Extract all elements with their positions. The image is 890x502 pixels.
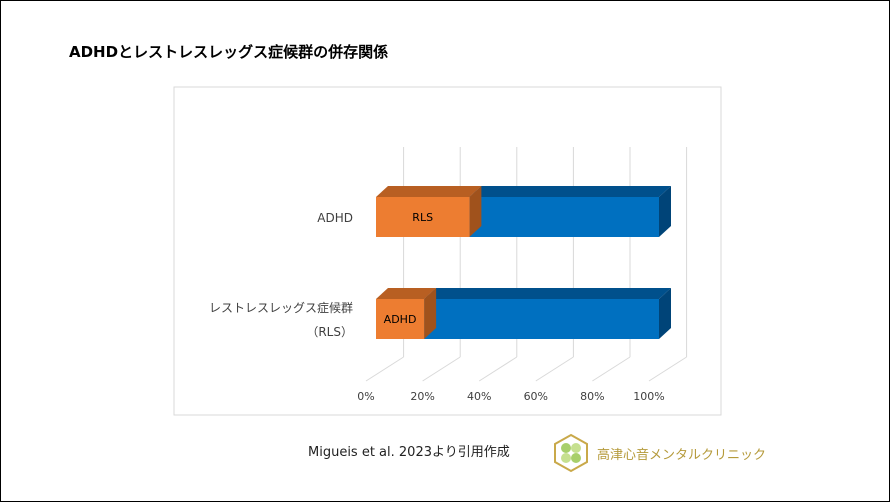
source-citation: Migueis et al. 2023より引用作成 (308, 445, 510, 460)
bar-segment-other-side (659, 288, 671, 339)
x-tick-label: 100% (633, 390, 664, 403)
category-label: ADHD (317, 211, 353, 225)
gridline-floor (535, 356, 574, 382)
clinic-name: 高津心音メンタルクリニック (597, 448, 767, 463)
bar-segment-comorbid-side (424, 288, 437, 339)
clinic-logo-icon (554, 433, 588, 473)
bar-segment-comorbid (376, 197, 470, 237)
bar-segment-other-top (424, 288, 671, 299)
x-tick-label: 40% (467, 390, 491, 403)
bar-segment-other-side (659, 186, 671, 237)
gridline-floor (648, 356, 687, 382)
bar-segment-comorbid-top (376, 288, 437, 299)
category-label: （RLS） (306, 325, 353, 339)
bar-segment-other (469, 197, 659, 237)
gridline-floor (422, 356, 461, 382)
bar-segment-other-top (469, 186, 671, 197)
bar-segment-other (424, 299, 659, 339)
gridline-floor (592, 356, 631, 382)
data-label: RLS (412, 211, 433, 224)
x-tick-label: 20% (410, 390, 434, 403)
bar-segment-comorbid-top (376, 186, 482, 197)
x-tick-label: 0% (357, 390, 374, 403)
gridline-floor (478, 356, 518, 382)
x-tick-label: 80% (580, 390, 604, 403)
bar-segment-comorbid-side (469, 186, 482, 237)
chart-frame (173, 86, 722, 416)
category-label: レストレスレッグス症候群 (209, 300, 353, 315)
gridline-floor (365, 356, 404, 382)
slide-title: ADHDとレストレスレッグス症候群の併存関係 (69, 43, 389, 61)
x-tick-label: 60% (524, 390, 548, 403)
data-label: ADHD (384, 313, 417, 326)
bar-segment-comorbid (376, 299, 425, 339)
